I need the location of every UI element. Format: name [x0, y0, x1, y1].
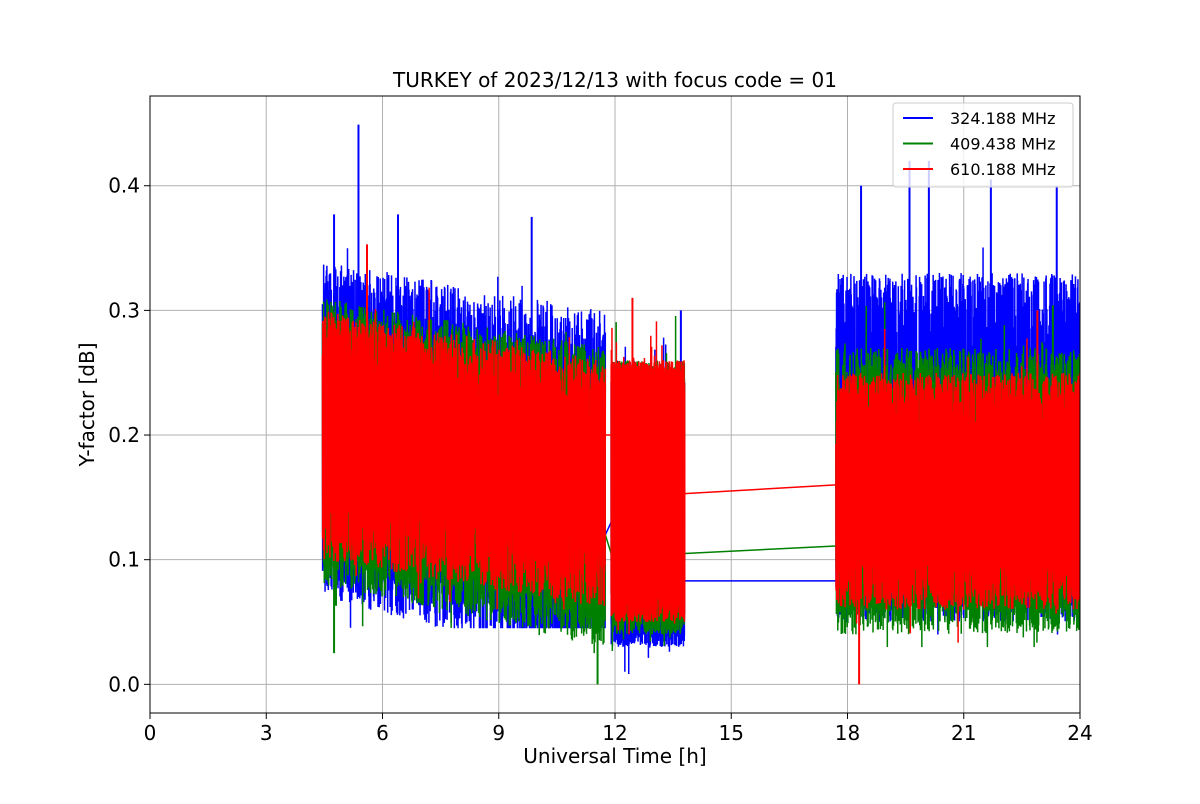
legend-label: 610.188 MHz: [950, 160, 1055, 179]
series-3-gap-line: [684, 484, 836, 495]
x-tick-label: 15: [719, 721, 744, 745]
x-tick-label: 12: [602, 721, 627, 745]
y-tick-label: 0.3: [108, 298, 140, 322]
series-1-gap-line: [604, 521, 612, 536]
y-tick-label: 0.1: [108, 548, 140, 572]
series-3-segment-2: [610, 321, 686, 635]
y-axis-label: Y-factor [dB]: [75, 342, 99, 467]
series-2-gap-line: [604, 534, 612, 554]
y-tick-label: 0.4: [108, 174, 140, 198]
x-tick-label: 0: [144, 721, 157, 745]
x-tick-label: 6: [376, 721, 389, 745]
x-axis: 0 3 6 9 12 15 18 21 24: [144, 713, 1093, 745]
legend-label: 409.438 MHz: [950, 135, 1055, 154]
x-tick-label: 9: [492, 721, 505, 745]
y-tick-label: 0.2: [108, 423, 140, 447]
series-3-segment-1: [321, 287, 607, 610]
series-layer: [321, 124, 1080, 685]
series-2-gap-line: [684, 545, 836, 555]
plot-area: [321, 124, 1080, 685]
x-tick-label: 24: [1067, 721, 1092, 745]
chart-title: TURKEY of 2023/12/13 with focus code = 0…: [392, 68, 837, 92]
x-tick-label: 3: [260, 721, 273, 745]
x-tick-label: 21: [951, 721, 976, 745]
x-tick-label: 18: [835, 721, 860, 745]
y-axis: 0.0 0.1 0.2 0.3 0.4: [108, 174, 150, 696]
series-3-segment-3: [835, 328, 1080, 643]
x-axis-label: Universal Time [h]: [523, 744, 706, 768]
series-3: [321, 244, 1080, 685]
legend-frame: [892, 102, 1074, 188]
legend: 324.188 MHz 409.438 MHz 610.188 MHz: [892, 102, 1074, 188]
y-tick-label: 0.0: [108, 672, 140, 696]
legend-label: 324.188 MHz: [950, 109, 1055, 128]
